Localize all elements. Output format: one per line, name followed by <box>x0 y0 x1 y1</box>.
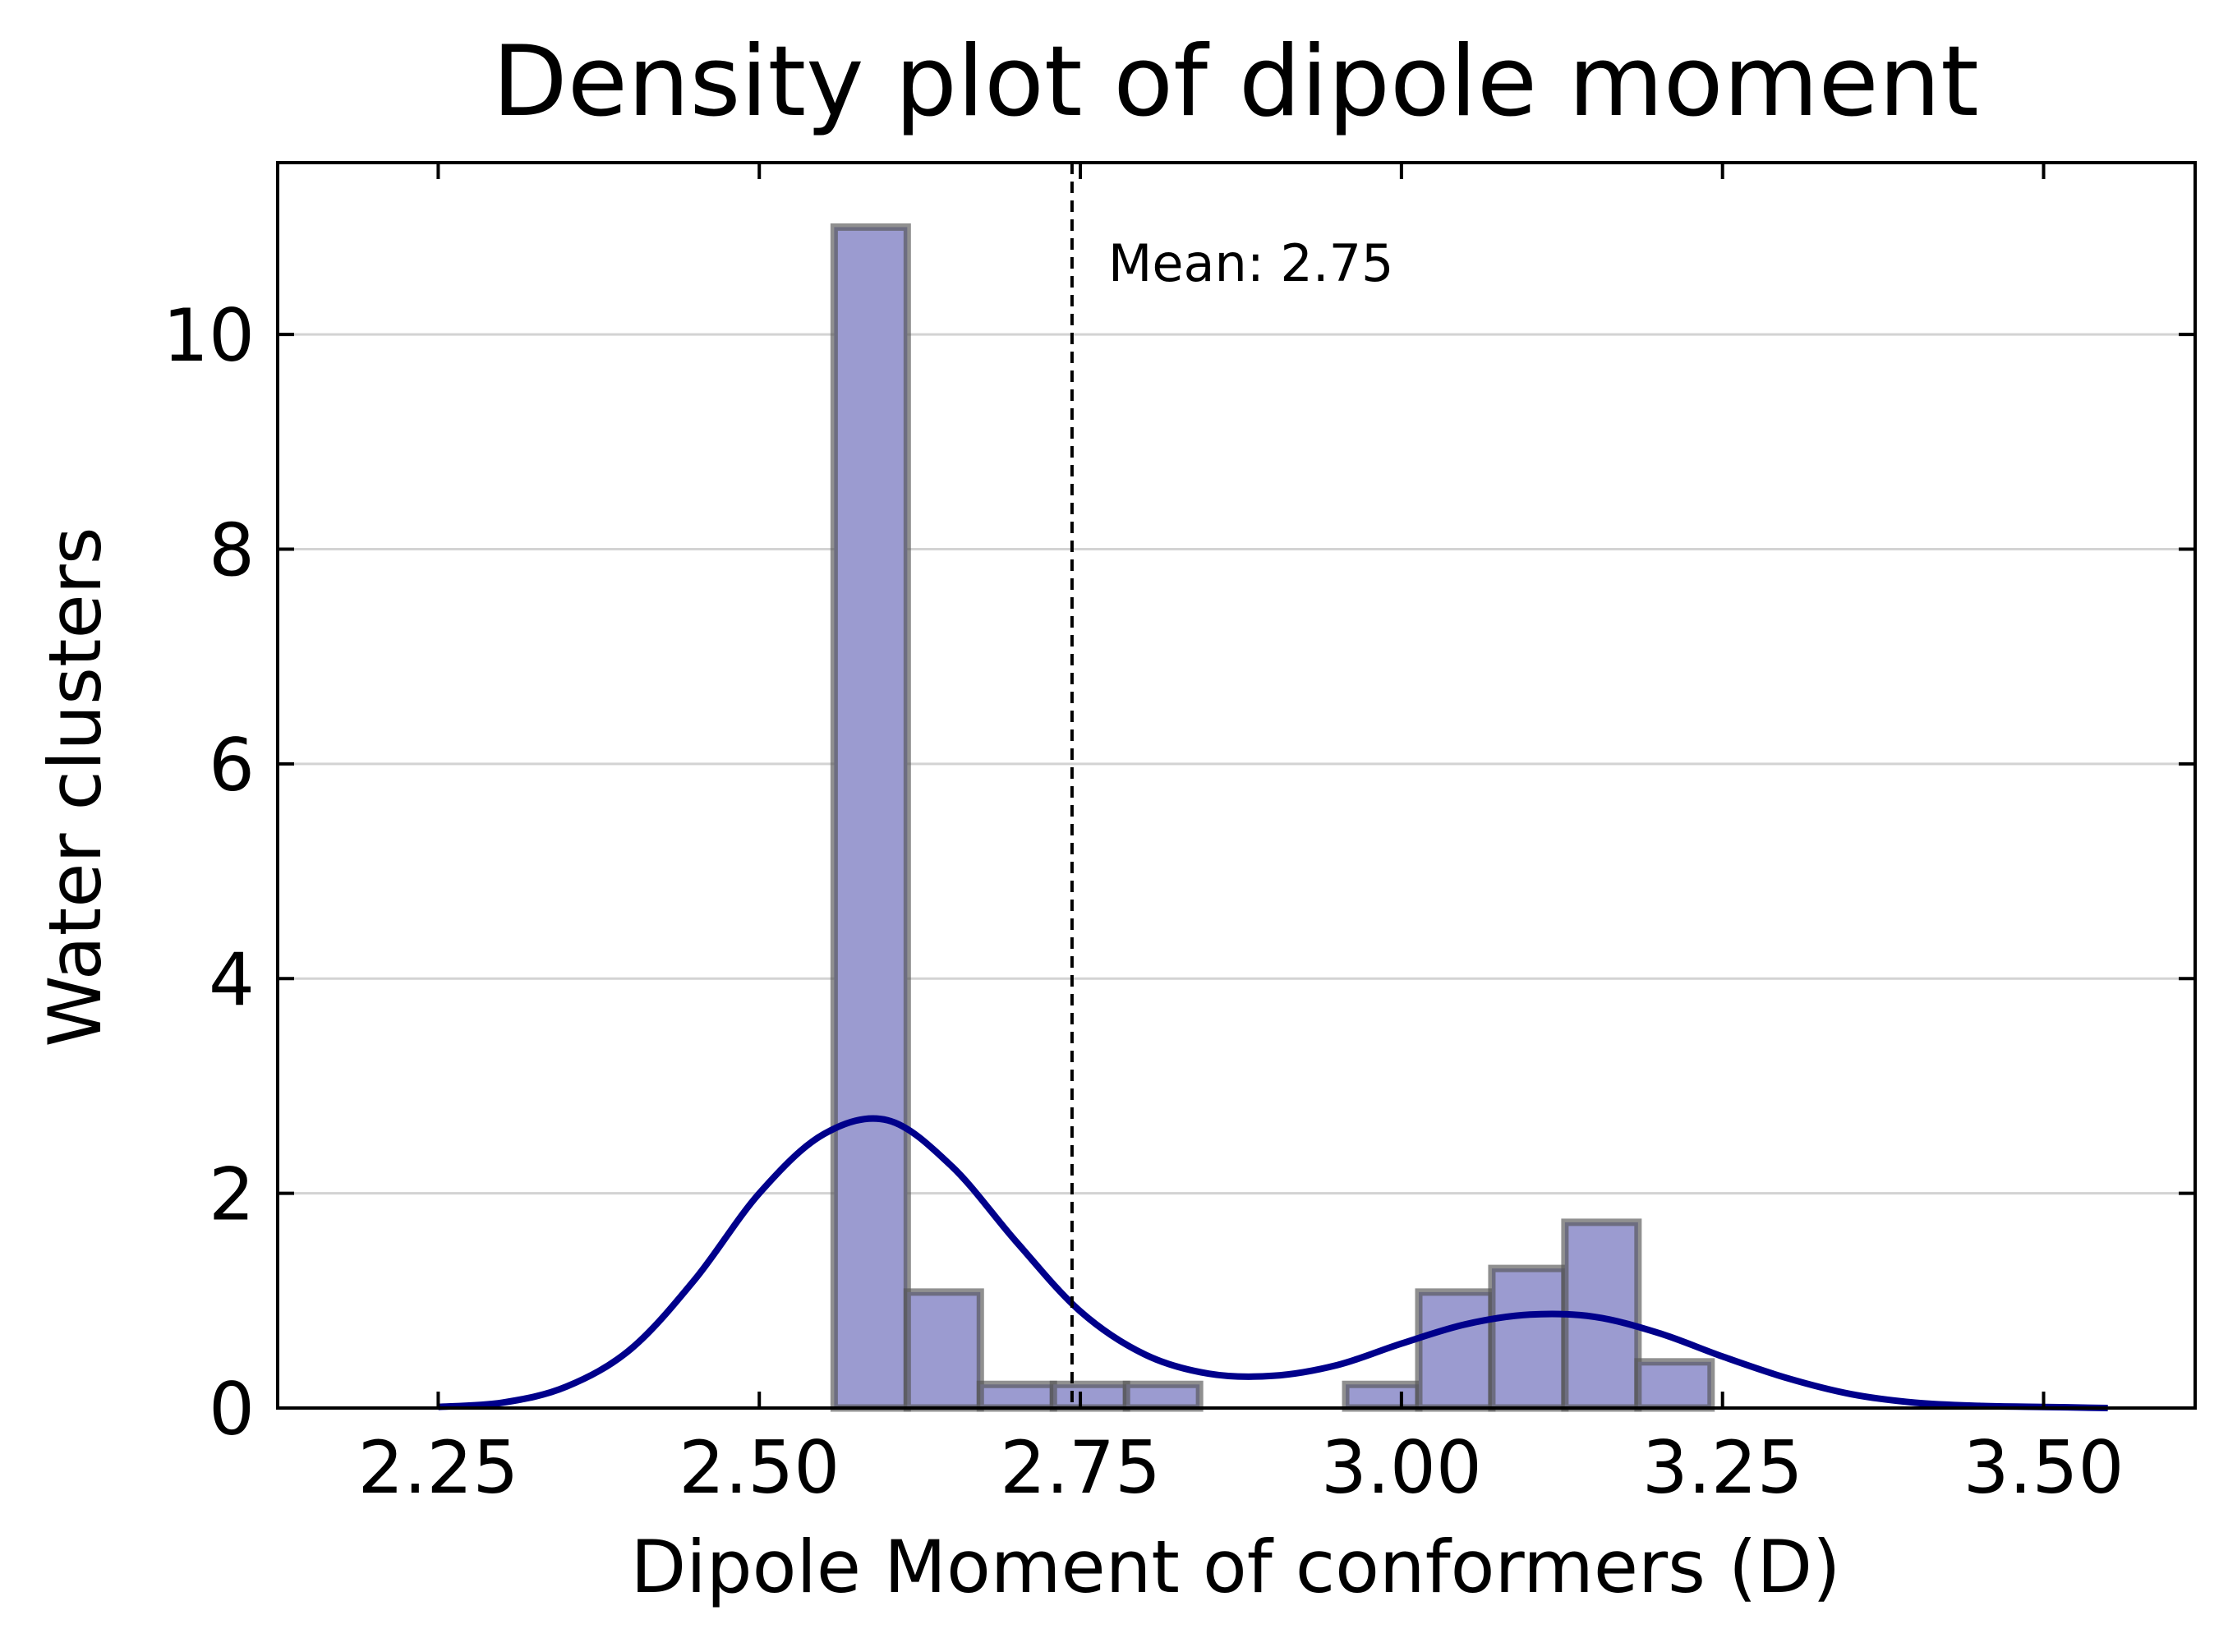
kde-curve <box>438 1115 2108 1411</box>
x-tick-label-0: 2.25 <box>357 1425 518 1510</box>
mean-layer: Mean: 2.75 <box>1070 163 1394 1408</box>
histogram-bar-11 <box>1634 1358 1715 1412</box>
grid-layer <box>278 333 2195 1195</box>
histogram-bar-0 <box>830 223 911 1412</box>
kde-layer <box>438 1115 2108 1411</box>
chart-title: Density plot of dipole moment <box>492 25 1979 139</box>
histogram-bar-3 <box>1049 1380 1130 1412</box>
y-tick-label-0: 0 <box>209 1367 255 1452</box>
histogram-bar-2 <box>976 1380 1057 1412</box>
plot-frame <box>276 161 2197 1410</box>
histogram-bar-9 <box>1488 1264 1569 1412</box>
y-tick-label-2: 4 <box>209 937 255 1022</box>
x-tick-label-1: 2.50 <box>679 1425 840 1510</box>
y-tick-label-3: 6 <box>209 723 255 808</box>
x-tick-label-5: 3.50 <box>1963 1425 2124 1510</box>
x-tick-label-3: 3.00 <box>1321 1425 1482 1510</box>
histogram-bar-7 <box>1342 1380 1423 1412</box>
x-tick-label-4: 3.25 <box>1642 1425 1803 1510</box>
ticks-layer: 2.25 2.50 2.75 3.00 3.25 3.50 0 2 4 6 8 10 <box>163 163 2195 1510</box>
axes-layer <box>276 161 2197 1410</box>
y-axis-label: Water clusters <box>33 527 117 1047</box>
mean-label: Mean: 2.75 <box>1108 233 1394 293</box>
x-tick-label-2: 2.75 <box>1000 1425 1161 1510</box>
histogram-bar-4 <box>1122 1380 1204 1412</box>
histogram-bars <box>830 223 1715 1412</box>
histogram-bar-1 <box>903 1288 984 1412</box>
y-tick-label-5: 10 <box>163 293 255 378</box>
histogram-bar-8 <box>1415 1288 1496 1412</box>
y-tick-label-1: 2 <box>209 1153 255 1237</box>
x-axis-label: Dipole Moment of conformers (D) <box>631 1525 1841 1609</box>
y-tick-label-4: 8 <box>209 508 255 592</box>
